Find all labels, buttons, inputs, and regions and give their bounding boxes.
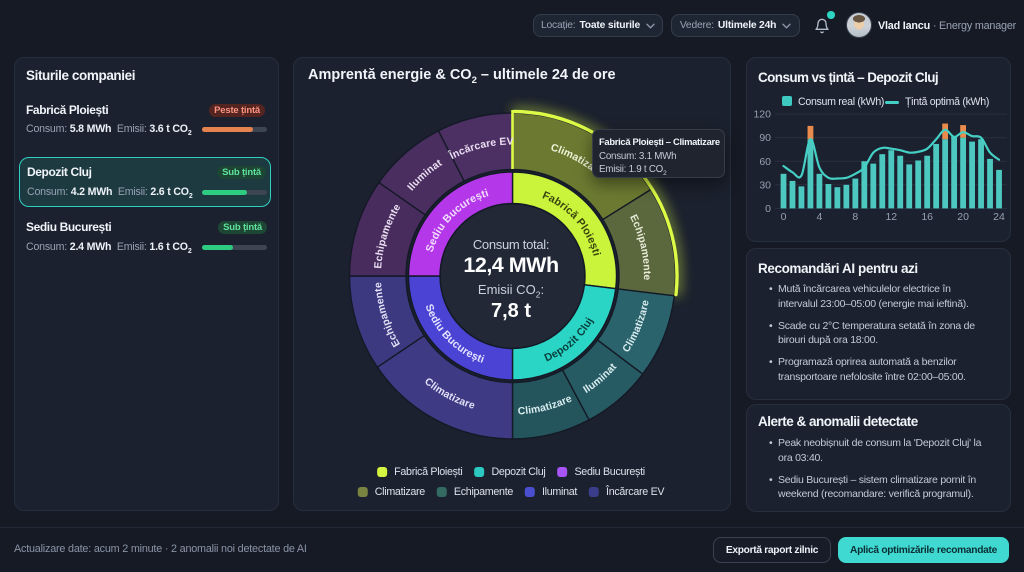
svg-text:8: 8 bbox=[852, 211, 858, 223]
svg-text:16: 16 bbox=[921, 211, 933, 223]
svg-text:120: 120 bbox=[753, 109, 771, 121]
svg-text:4: 4 bbox=[816, 211, 822, 223]
svg-text:12: 12 bbox=[885, 211, 897, 223]
svg-text:0: 0 bbox=[765, 203, 771, 215]
svg-text:0: 0 bbox=[781, 211, 787, 223]
svg-text:60: 60 bbox=[759, 156, 771, 168]
svg-text:30: 30 bbox=[759, 179, 771, 191]
svg-text:24: 24 bbox=[993, 211, 1005, 223]
svg-text:90: 90 bbox=[759, 132, 771, 144]
svg-text:20: 20 bbox=[957, 211, 969, 223]
